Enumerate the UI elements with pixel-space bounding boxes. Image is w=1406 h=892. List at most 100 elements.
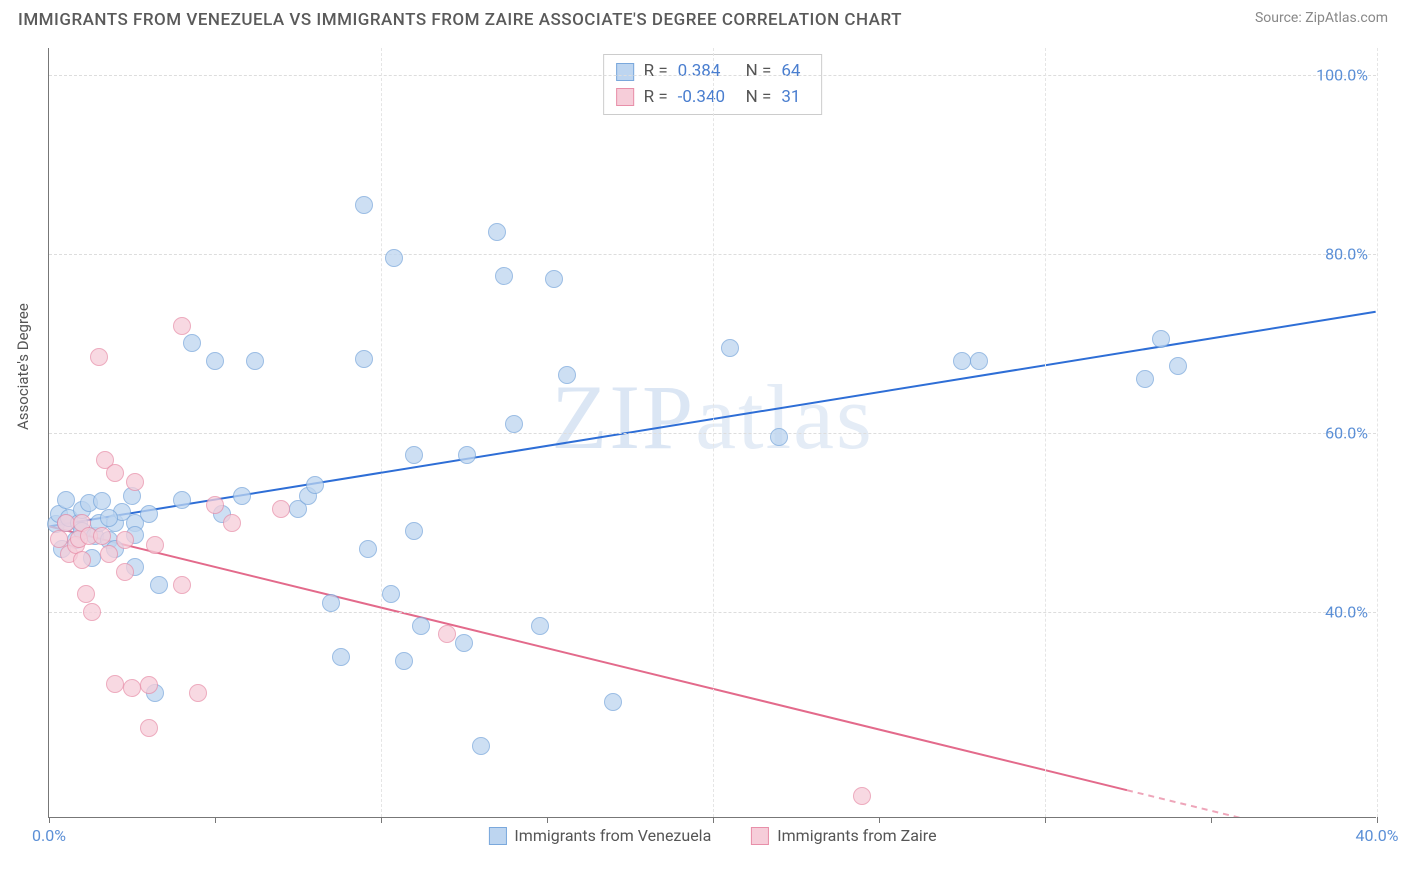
r-value: 0.384 — [678, 59, 736, 85]
data-point — [123, 679, 141, 697]
legend-item: Immigrants from Zaire — [751, 826, 936, 845]
data-point — [558, 366, 576, 384]
data-point — [412, 617, 430, 635]
data-point — [382, 585, 400, 603]
data-point — [116, 531, 134, 549]
x-tick-mark — [1211, 817, 1212, 823]
data-point — [472, 737, 490, 755]
data-point — [495, 267, 513, 285]
data-point — [721, 339, 739, 357]
data-point — [116, 563, 134, 581]
data-point — [531, 617, 549, 635]
data-point — [604, 693, 622, 711]
y-tick-label: 80.0% — [1325, 244, 1368, 263]
data-point — [223, 514, 241, 532]
legend-label: Immigrants from Venezuela — [514, 826, 711, 845]
data-point — [488, 223, 506, 241]
data-point — [395, 652, 413, 670]
data-point — [90, 348, 108, 366]
r-label: R = — [644, 59, 668, 85]
data-point — [206, 352, 224, 370]
data-point — [93, 492, 111, 510]
data-point — [246, 352, 264, 370]
data-point — [77, 585, 95, 603]
data-point — [438, 625, 456, 643]
data-point — [140, 676, 158, 694]
data-point — [853, 787, 871, 805]
data-point — [233, 487, 251, 505]
data-point — [100, 545, 118, 563]
data-point — [385, 249, 403, 267]
r-label: R = — [644, 85, 668, 111]
data-point — [1169, 357, 1187, 375]
data-point — [150, 576, 168, 594]
legend-swatch — [488, 827, 506, 845]
data-point — [405, 522, 423, 540]
y-axis-label: Associate's Degree — [14, 303, 32, 430]
data-point — [505, 415, 523, 433]
data-point — [173, 317, 191, 335]
legend-label: Immigrants from Zaire — [777, 826, 936, 845]
data-point — [306, 476, 324, 494]
data-point — [1136, 370, 1154, 388]
n-value: 31 — [781, 85, 809, 111]
data-point — [106, 464, 124, 482]
data-point — [455, 634, 473, 652]
data-point — [970, 352, 988, 370]
data-point — [322, 594, 340, 612]
data-point — [355, 350, 373, 368]
bottom-legend: Immigrants from Venezuela Immigrants from… — [488, 826, 936, 845]
data-point — [355, 196, 373, 214]
trend-line — [49, 526, 1127, 790]
n-label: N = — [746, 59, 772, 85]
data-point — [83, 603, 101, 621]
data-point — [57, 491, 75, 509]
y-tick-label: 100.0% — [1316, 65, 1368, 84]
n-value: 64 — [781, 59, 809, 85]
data-point — [1152, 330, 1170, 348]
data-point — [100, 509, 118, 527]
data-point — [126, 473, 144, 491]
chart-header: IMMIGRANTS FROM VENEZUELA VS IMMIGRANTS … — [0, 0, 1406, 36]
scatter-chart: ZIPatlas R =0.384N =64R =-0.340N =31 Imm… — [48, 48, 1376, 818]
data-point — [140, 505, 158, 523]
x-tick-mark — [381, 817, 382, 823]
data-point — [93, 527, 111, 545]
data-point — [57, 514, 75, 532]
x-tick-mark — [879, 817, 880, 823]
x-tick-label: 40.0% — [1356, 826, 1399, 845]
x-tick-label: 0.0% — [32, 826, 66, 845]
y-tick-label: 40.0% — [1325, 603, 1368, 622]
data-point — [332, 648, 350, 666]
data-point — [106, 675, 124, 693]
x-tick-mark — [1045, 817, 1046, 823]
data-point — [183, 334, 201, 352]
data-point — [359, 540, 377, 558]
trend-line-dashed — [1127, 790, 1376, 817]
series-swatch — [616, 88, 634, 106]
data-point — [458, 446, 476, 464]
data-point — [140, 719, 158, 737]
data-point — [545, 270, 563, 288]
chart-title: IMMIGRANTS FROM VENEZUELA VS IMMIGRANTS … — [18, 10, 902, 30]
x-tick-mark — [713, 817, 714, 823]
x-tick-mark — [215, 817, 216, 823]
x-tick-mark — [547, 817, 548, 823]
legend-swatch — [751, 827, 769, 845]
data-point — [189, 684, 207, 702]
watermark-light: atlas — [695, 366, 874, 468]
series-swatch — [616, 63, 634, 81]
data-point — [173, 576, 191, 594]
y-tick-label: 60.0% — [1325, 424, 1368, 443]
data-point — [953, 352, 971, 370]
data-point — [73, 551, 91, 569]
data-point — [173, 491, 191, 509]
n-label: N = — [746, 85, 772, 111]
data-point — [405, 446, 423, 464]
data-point — [770, 428, 788, 446]
data-point — [146, 536, 164, 554]
r-value: -0.340 — [678, 85, 736, 111]
data-point — [206, 496, 224, 514]
x-tick-mark — [1377, 817, 1378, 823]
x-tick-mark — [49, 817, 50, 823]
